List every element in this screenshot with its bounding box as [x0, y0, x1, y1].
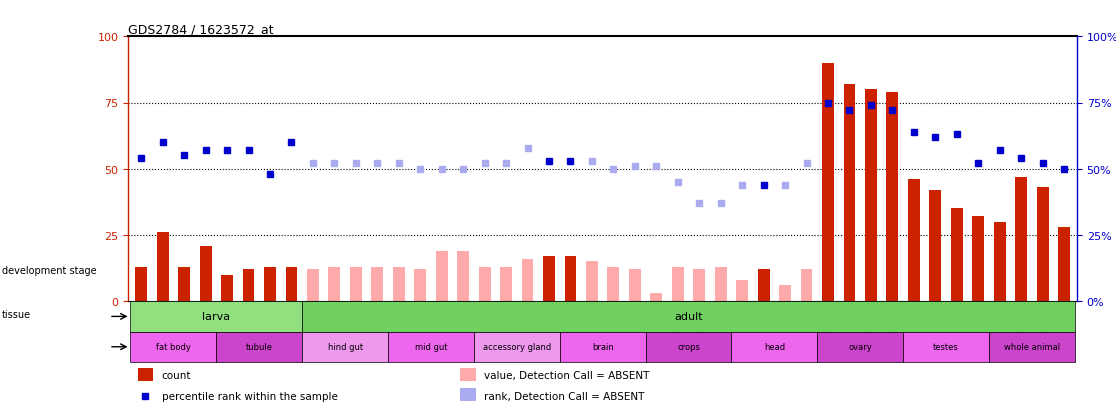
- Bar: [758, 270, 770, 301]
- Text: hind gut: hind gut: [327, 342, 363, 351]
- Bar: [474, 332, 560, 362]
- Bar: [286, 267, 297, 301]
- Bar: [930, 190, 941, 301]
- Bar: [693, 270, 705, 301]
- Bar: [461, 368, 475, 381]
- Text: crops: crops: [677, 342, 700, 351]
- Bar: [179, 267, 190, 301]
- Bar: [131, 301, 302, 332]
- Bar: [388, 332, 474, 362]
- Bar: [651, 294, 662, 301]
- Bar: [242, 270, 254, 301]
- Bar: [543, 256, 555, 301]
- Bar: [972, 217, 984, 301]
- Text: fat body: fat body: [156, 342, 191, 351]
- Bar: [886, 93, 898, 301]
- Text: GDS2784 / 1623572_at: GDS2784 / 1623572_at: [128, 23, 273, 36]
- Text: tubule: tubule: [246, 342, 272, 351]
- Bar: [560, 332, 645, 362]
- Text: development stage: development stage: [2, 266, 97, 275]
- Text: value, Detection Call = ABSENT: value, Detection Call = ABSENT: [484, 370, 650, 380]
- Text: head: head: [763, 342, 785, 351]
- Bar: [672, 267, 684, 301]
- Text: accessory gland: accessory gland: [482, 342, 551, 351]
- Bar: [565, 256, 576, 301]
- Bar: [1037, 188, 1049, 301]
- Text: mid gut: mid gut: [415, 342, 448, 351]
- Text: ovary: ovary: [848, 342, 872, 351]
- Bar: [264, 267, 276, 301]
- Bar: [414, 270, 426, 301]
- Bar: [800, 270, 812, 301]
- Text: percentile rank within the sample: percentile rank within the sample: [162, 391, 337, 401]
- Text: count: count: [162, 370, 191, 380]
- Bar: [461, 388, 475, 401]
- Bar: [1058, 228, 1070, 301]
- Bar: [908, 180, 920, 301]
- Bar: [138, 368, 153, 381]
- Bar: [714, 267, 727, 301]
- Text: whole animal: whole animal: [1003, 342, 1060, 351]
- Bar: [500, 267, 512, 301]
- Bar: [302, 332, 388, 362]
- Bar: [200, 246, 212, 301]
- Bar: [521, 259, 533, 301]
- Bar: [135, 267, 147, 301]
- Bar: [989, 332, 1075, 362]
- Text: rank, Detection Call = ABSENT: rank, Detection Call = ABSENT: [484, 391, 644, 401]
- Bar: [629, 270, 641, 301]
- Text: adult: adult: [674, 312, 703, 322]
- Bar: [903, 332, 989, 362]
- Text: tissue: tissue: [2, 309, 31, 319]
- Text: testes: testes: [933, 342, 959, 351]
- Bar: [607, 267, 619, 301]
- Text: brain: brain: [591, 342, 614, 351]
- Bar: [822, 64, 834, 301]
- Bar: [1016, 177, 1027, 301]
- Bar: [586, 262, 598, 301]
- Bar: [645, 332, 731, 362]
- Bar: [217, 332, 302, 362]
- Bar: [479, 267, 491, 301]
- Bar: [302, 301, 1075, 332]
- Bar: [156, 233, 169, 301]
- Bar: [951, 209, 963, 301]
- Bar: [993, 222, 1006, 301]
- Bar: [737, 280, 748, 301]
- Bar: [844, 85, 855, 301]
- Bar: [221, 275, 233, 301]
- Bar: [307, 270, 319, 301]
- Bar: [458, 251, 469, 301]
- Bar: [865, 90, 877, 301]
- Bar: [779, 286, 791, 301]
- Bar: [350, 267, 362, 301]
- Bar: [131, 332, 217, 362]
- Bar: [817, 332, 903, 362]
- Text: larva: larva: [202, 312, 230, 322]
- Bar: [372, 267, 383, 301]
- Bar: [731, 332, 817, 362]
- Bar: [328, 267, 340, 301]
- Bar: [435, 251, 448, 301]
- Bar: [393, 267, 405, 301]
